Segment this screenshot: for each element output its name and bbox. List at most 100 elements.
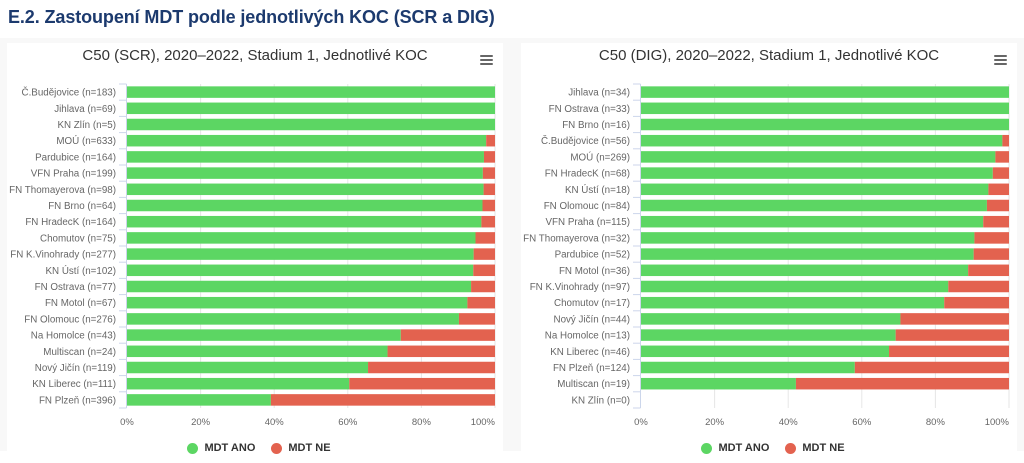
bar-mdt-ano[interactable] [641,199,987,212]
bar-mdt-ne[interactable] [482,199,495,212]
legend-item-mdt-ne[interactable]: MDT NE [785,440,845,456]
category-label: FN Thomayerova (n=32) [523,233,630,244]
bar-mdt-ano[interactable] [641,361,855,374]
bar-mdt-ano[interactable] [641,118,1009,131]
bar-mdt-ano[interactable] [127,118,495,131]
bar-mdt-ne[interactable] [473,248,495,260]
menu-bar [480,63,493,65]
legend-item-mdt-ne[interactable]: MDT NE [271,440,331,456]
bar-mdt-ano[interactable] [641,86,1009,98]
bar-mdt-ne[interactable] [988,183,1009,196]
bar-mdt-ano[interactable] [641,167,993,179]
hamburger-menu-icon[interactable] [990,50,1012,70]
bar-mdt-ano[interactable] [127,167,483,179]
bar-mdt-ano[interactable] [127,394,271,406]
bar-mdt-ano[interactable] [641,377,796,390]
bar-mdt-ne[interactable] [483,151,495,163]
bar-mdt-ne[interactable] [483,183,495,196]
bar-mdt-ne[interactable] [270,394,495,406]
category-label: Chomutov (n=75) [40,233,116,244]
bar-mdt-ne[interactable] [992,167,1009,179]
x-tick-label: 20% [705,417,725,428]
bar-mdt-ne[interactable] [473,264,495,277]
bar-mdt-ano[interactable] [127,102,495,115]
bar-mdt-ano[interactable] [641,232,975,244]
bar-mdt-ne[interactable] [995,151,1009,163]
x-tick-label: 60% [338,417,358,428]
bar-mdt-ne[interactable] [944,296,1009,309]
legend-label: MDT NE [288,442,331,454]
x-tick-label: 80% [412,417,432,428]
category-label: FN Ostrava (n=77) [35,282,116,293]
chart-panel-dig: 0% 20% 40% 60% 80% 100% Jihlava (n=34) FN Ostra… [521,43,1017,463]
bar-mdt-ne[interactable] [482,167,495,179]
bar-mdt-ne[interactable] [471,280,495,293]
bar-mdt-ano[interactable] [127,248,474,260]
bar-mdt-ne[interactable] [986,199,1009,212]
bar-mdt-ne[interactable] [968,264,1009,277]
bar-mdt-ano[interactable] [127,345,388,358]
category-label: KN Zlín (n=0) [571,395,630,406]
bar-mdt-ne[interactable] [467,296,495,309]
bar-mdt-ano[interactable] [641,183,989,196]
bar-mdt-ano[interactable] [641,134,1003,147]
hamburger-menu-icon[interactable] [476,50,498,70]
bar-mdt-ne[interactable] [895,329,1009,341]
bar-mdt-ne[interactable] [854,361,1009,374]
category-label: Jihlava (n=34) [568,88,630,99]
bar-mdt-ne[interactable] [1002,134,1009,147]
bar-mdt-ano[interactable] [127,329,401,341]
bar-mdt-ano[interactable] [641,215,984,228]
legend-label: MDT ANO [204,442,256,454]
bar-mdt-ne[interactable] [400,329,495,341]
bar-mdt-ano[interactable] [127,377,350,390]
bar-mdt-ano[interactable] [641,313,901,325]
bar-mdt-ano[interactable] [641,264,969,277]
category-label: KN Zlín (n=5) [57,120,116,131]
chart-title-scr: C50 (SCR), 2020–2022, Stadium 1, Jednotl… [82,47,428,64]
bar-mdt-ano[interactable] [127,280,472,293]
category-label: Nový Jičín (n=44) [554,314,631,325]
bar-mdt-ano[interactable] [641,345,890,358]
x-tick-label: 100% [471,417,496,428]
bar-mdt-ano[interactable] [641,329,896,341]
bar-mdt-ano[interactable] [127,264,474,277]
bar-mdt-ne[interactable] [475,232,495,244]
bar-mdt-ano[interactable] [641,151,996,163]
bar-mdt-ano[interactable] [641,296,945,309]
bar-mdt-ne[interactable] [486,134,495,147]
menu-bar [994,55,1007,57]
bar-mdt-ne[interactable] [974,232,1009,244]
bar-mdt-ano[interactable] [641,248,974,260]
bar-mdt-ne[interactable] [948,280,1009,293]
bar-mdt-ano[interactable] [127,134,487,147]
category-label: MOÚ (n=269) [570,152,630,163]
x-tick-label: 100% [985,417,1010,428]
bar-mdt-ano[interactable] [127,296,468,309]
bar-mdt-ne[interactable] [481,215,495,228]
legend-item-mdt-ano[interactable]: MDT ANO [701,440,769,456]
bar-mdt-ano[interactable] [127,313,459,325]
bar-mdt-ano[interactable] [127,86,495,98]
bar-mdt-ano[interactable] [127,215,482,228]
category-label: FN Plzeň (n=124) [553,363,630,374]
bar-mdt-ano[interactable] [127,361,369,374]
bar-mdt-ano[interactable] [127,199,483,212]
bar-mdt-ano[interactable] [127,183,484,196]
bar-mdt-ne[interactable] [458,313,495,325]
bar-mdt-ne[interactable] [368,361,495,374]
bar-mdt-ne[interactable] [900,313,1009,325]
legend-item-mdt-ano[interactable]: MDT ANO [187,440,255,456]
bar-mdt-ne[interactable] [889,345,1009,358]
bar-mdt-ne[interactable] [983,215,1009,228]
bar-mdt-ne[interactable] [349,377,495,390]
legend-scr: MDT ANO MDT NE [7,440,503,456]
bar-mdt-ne[interactable] [973,248,1009,260]
bar-mdt-ano[interactable] [127,232,476,244]
bar-mdt-ne[interactable] [795,377,1009,390]
bar-mdt-ano[interactable] [127,151,484,163]
x-tick-label: 60% [852,417,872,428]
bar-mdt-ano[interactable] [641,280,949,293]
bar-mdt-ne[interactable] [387,345,495,358]
bar-mdt-ano[interactable] [641,102,1009,115]
